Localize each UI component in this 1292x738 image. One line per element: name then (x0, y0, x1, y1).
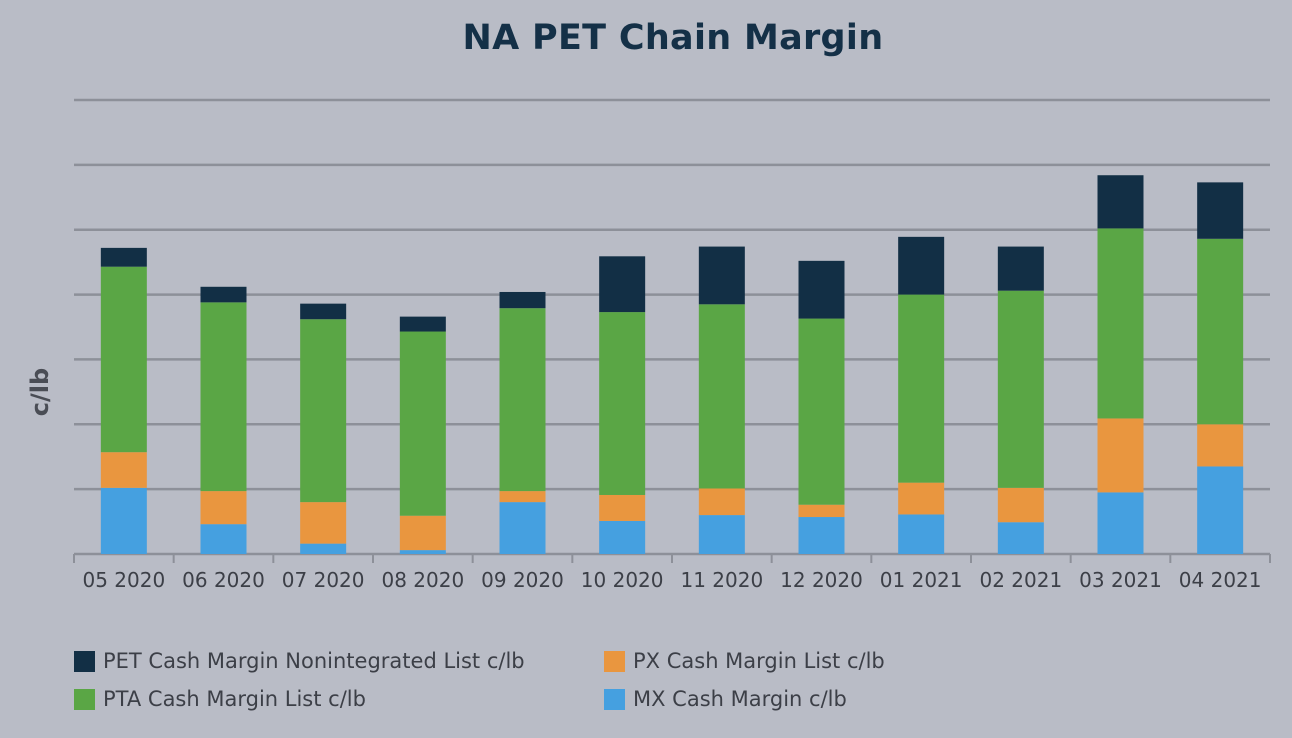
bar-segment (300, 543, 347, 554)
bar-segment (499, 491, 546, 503)
bar-segment (100, 487, 147, 554)
bar-segment (698, 515, 745, 554)
bar-segment (1097, 228, 1144, 419)
bar-segment (1097, 175, 1144, 229)
legend-swatch (74, 688, 95, 710)
bar-segment (599, 256, 646, 313)
bar-segment (399, 550, 446, 554)
bar-segment (499, 291, 546, 309)
x-tick-label: 03 2021 (1079, 568, 1162, 592)
x-tick-label: 11 2020 (680, 568, 763, 592)
legend-swatch (604, 650, 625, 672)
bar-segment (200, 286, 247, 303)
bar-segment (300, 502, 347, 544)
legend-label: PX Cash Margin List c/lb (633, 649, 885, 673)
chart-title: NA PET Chain Margin (462, 18, 884, 58)
x-tick-label: 02 2021 (979, 568, 1062, 592)
bar-segment (997, 487, 1044, 523)
x-tick-label: 10 2020 (581, 568, 664, 592)
legend-item-pet: PET Cash Margin Nonintegrated List c/lb (74, 649, 525, 673)
legend-label: MX Cash Margin c/lb (633, 687, 847, 711)
bar-segment (599, 520, 646, 554)
bar-segment (399, 331, 446, 516)
bar-segment (997, 290, 1044, 488)
x-tick-label: 05 2020 (82, 568, 165, 592)
bar-segment (399, 316, 446, 332)
bar-segment (599, 494, 646, 521)
bar-segment (1197, 424, 1244, 467)
x-tick-label: 07 2020 (282, 568, 365, 592)
bar-segment (300, 303, 347, 320)
bar-segment (898, 294, 945, 483)
bar-segment (698, 304, 745, 489)
legend-swatch (74, 650, 95, 672)
bar-segment (100, 266, 147, 453)
bar-segment (200, 524, 247, 554)
bar-segment (300, 319, 347, 503)
bar-segment (1197, 238, 1244, 425)
bar-segment (1097, 418, 1144, 493)
bar-segment (898, 482, 945, 515)
bar-segment (499, 308, 546, 492)
bar-segment (997, 522, 1044, 554)
legend-label: PET Cash Margin Nonintegrated List c/lb (103, 649, 525, 673)
bar-segment (100, 247, 147, 267)
bar-segment (1197, 182, 1244, 239)
bar-segment (599, 312, 646, 495)
bar-segment (399, 515, 446, 551)
bar-segment (798, 318, 845, 505)
bar-segment (698, 488, 745, 516)
bar-segment (1197, 466, 1244, 554)
bar-segment (898, 514, 945, 554)
legend-label: PTA Cash Margin List c/lb (103, 687, 366, 711)
legend-swatch (604, 688, 625, 710)
legend-item-px: PX Cash Margin List c/lb (604, 649, 885, 673)
bar-segment (200, 491, 247, 525)
bar-segment (499, 502, 546, 554)
bar-segment (898, 236, 945, 295)
x-tick-label: 08 2020 (381, 568, 464, 592)
bar-segment (100, 452, 147, 488)
bar-segment (798, 260, 845, 319)
x-tick-label: 04 2021 (1179, 568, 1262, 592)
x-tick-label: 01 2021 (880, 568, 963, 592)
bar-segment (798, 504, 845, 518)
bar-segment (698, 246, 745, 305)
x-tick-label: 09 2020 (481, 568, 564, 592)
legend-item-mx: MX Cash Margin c/lb (604, 687, 847, 711)
legend-item-pta: PTA Cash Margin List c/lb (74, 687, 366, 711)
x-tick-label: 12 2020 (780, 568, 863, 592)
bar-segment (997, 246, 1044, 291)
bar-segment (1097, 492, 1144, 554)
bar-segment (200, 302, 247, 492)
bar-segment (798, 517, 845, 554)
x-tick-label: 06 2020 (182, 568, 265, 592)
